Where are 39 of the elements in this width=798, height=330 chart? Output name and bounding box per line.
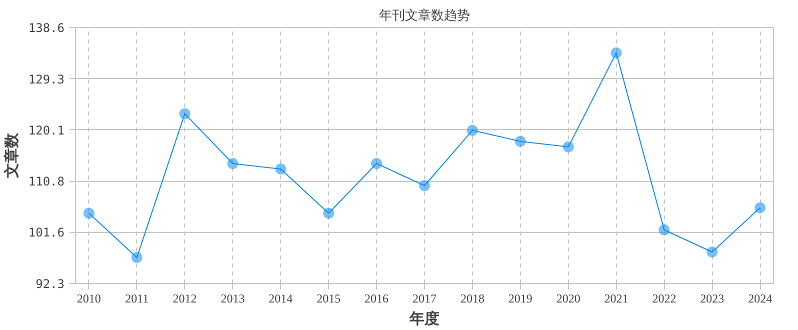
point xyxy=(466,124,478,136)
x-tick-label: 2020 xyxy=(556,292,580,306)
point xyxy=(83,208,94,219)
x-tick-label: 2016 xyxy=(364,292,389,306)
point xyxy=(275,164,286,175)
x-tick-label: 2013 xyxy=(220,292,245,306)
point xyxy=(371,158,382,170)
x-tick-label: 2018 xyxy=(460,292,484,306)
point xyxy=(131,252,142,263)
x-tick-label: 2014 xyxy=(268,292,293,306)
x-tick-label: 2022 xyxy=(652,292,676,306)
point xyxy=(323,208,334,219)
x-tick-label: 2021 xyxy=(604,292,628,306)
point xyxy=(562,141,574,152)
y-tick-label: 110.8 xyxy=(28,174,64,189)
point xyxy=(227,158,238,170)
y-tick-label: 138.6 xyxy=(28,21,64,35)
x-tick-label: 2015 xyxy=(316,292,341,306)
x-tick-label: 2011 xyxy=(125,292,149,306)
y-tick-label: 101.6 xyxy=(28,226,64,240)
x-tick-label: 2023 xyxy=(700,292,724,306)
x-tick-label: 2019 xyxy=(508,292,532,306)
x-tick-label: 2012 xyxy=(172,292,197,306)
y-tick-label: 120.1 xyxy=(28,123,64,138)
x-axis-title: 年度 xyxy=(408,310,440,328)
point xyxy=(610,47,622,58)
point xyxy=(706,246,718,258)
point xyxy=(179,108,190,120)
point xyxy=(754,202,766,214)
y-tick-label: 129.3 xyxy=(28,72,64,86)
point xyxy=(514,136,526,147)
x-tick-label: 2017 xyxy=(412,292,436,306)
y-tick-label: 92.3 xyxy=(36,277,65,291)
chart-title: 年刊文章数趋势 xyxy=(379,8,470,22)
x-tick-label: 2010 xyxy=(76,292,101,306)
y-axis-title: 文章数 xyxy=(2,132,20,179)
point xyxy=(658,224,670,236)
x-tick-label: 2024 xyxy=(748,292,772,306)
point xyxy=(419,180,430,192)
